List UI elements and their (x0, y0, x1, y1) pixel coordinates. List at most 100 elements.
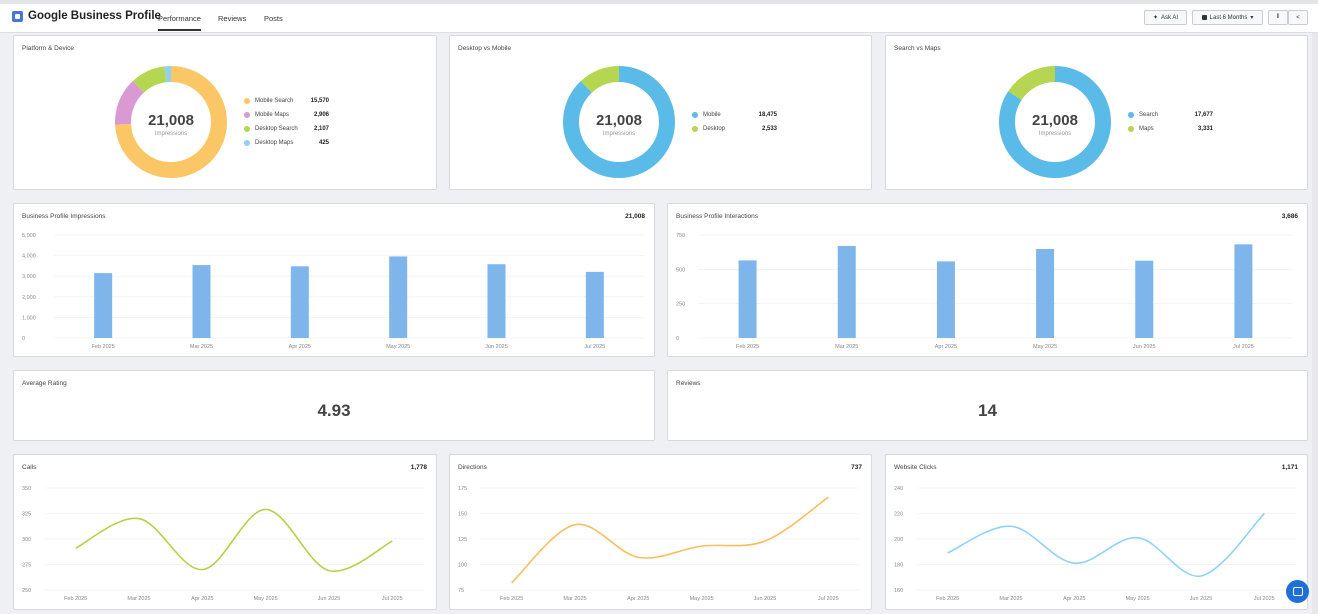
card-total: 1,171 (1281, 464, 1298, 471)
top-bar: Google Business Profile Performance Revi… (0, 0, 1318, 33)
legend-value: 425 (318, 140, 329, 146)
x-tick-label: May 2025 (1126, 596, 1150, 602)
series-line[interactable] (947, 512, 1265, 577)
series-line[interactable] (511, 496, 829, 584)
x-tick-label: Jul 2025 (382, 596, 403, 602)
legend-label: Desktop Maps (255, 140, 294, 146)
legend-item[interactable]: Mobile Maps 2,906 (244, 108, 329, 122)
legend-item[interactable]: Desktop 2,533 (692, 122, 777, 136)
donut-total: 21,008 (1032, 112, 1078, 129)
donut-total: 21,008 (596, 112, 642, 129)
card-title: Desktop vs Mobile (458, 45, 512, 52)
x-tick-label: Jun 2025 (318, 596, 341, 602)
donut-sublabel: Impressions (603, 131, 635, 137)
reviews-count-card: Reviews 14 (667, 370, 1308, 441)
donut-slice-mobile-maps[interactable] (115, 66, 227, 178)
legend-label: Desktop (703, 126, 726, 132)
bar[interactable] (487, 264, 506, 338)
tab-performance[interactable]: Performance (158, 14, 201, 31)
share-icon: < (1296, 14, 1300, 21)
bar[interactable] (192, 265, 211, 338)
date-range-select[interactable]: Last 6 Months ▾ (1192, 10, 1263, 25)
directions-chart-card: Directions 737 75 100 125 150 175 Feb 2025 Mar… (449, 454, 872, 610)
calls-chart-card: Calls 1,778 250 275 300 325 350 Feb 2025 Mar 2… (13, 454, 437, 610)
legend-item[interactable]: Mobile 18,475 (692, 108, 777, 122)
card-total: 737 (851, 464, 862, 471)
legend-label: Mobile Search (255, 98, 294, 104)
series-line[interactable] (75, 508, 393, 572)
bar[interactable] (1036, 249, 1055, 338)
y-tick-label: 0 (22, 336, 25, 342)
y-tick-label: 240 (894, 486, 903, 492)
card-title: Directions (458, 464, 487, 471)
caret-down-icon: ▾ (1250, 15, 1254, 21)
legend-item[interactable]: Maps 3,331 (1128, 122, 1213, 136)
y-tick-label: 100 (458, 563, 467, 569)
share-button[interactable]: < (1288, 10, 1308, 25)
y-tick-label: 180 (894, 563, 903, 569)
x-tick-label: May 2025 (1033, 344, 1057, 350)
legend-value: 2,107 (313, 126, 329, 132)
donut-chart: 21,008 Impressions (563, 66, 675, 178)
bar[interactable] (290, 266, 309, 338)
donut-slice-desktop[interactable] (563, 66, 675, 178)
y-tick-label: 75 (458, 588, 464, 594)
legend-value: 3,331 (1197, 126, 1213, 132)
bar[interactable] (585, 271, 604, 338)
x-tick-label: Jun 2025 (1133, 344, 1156, 350)
x-tick-label: May 2025 (254, 596, 278, 602)
bar[interactable] (837, 245, 856, 338)
x-tick-label: Mar 2025 (999, 596, 1022, 602)
legend-item[interactable]: Desktop Search 2,107 (244, 122, 329, 136)
tab-posts[interactable]: Posts (264, 14, 283, 23)
x-tick-label: Apr 2025 (1063, 596, 1085, 602)
legend-value: 17,677 (1194, 112, 1213, 118)
bar[interactable] (936, 261, 955, 338)
x-tick-label: Jul 2025 (1233, 344, 1254, 350)
y-tick-label: 150 (458, 512, 467, 518)
calendar-icon (1201, 15, 1207, 20)
y-tick-label: 200 (894, 537, 903, 543)
y-tick-label: 500 (676, 267, 685, 273)
bar[interactable] (1234, 244, 1253, 338)
chat-icon (1292, 587, 1303, 596)
donut-slice-desktop-maps[interactable] (115, 66, 227, 178)
card-title: Average Rating (22, 380, 67, 387)
ask-ai-button[interactable]: ✦ Ask AI (1144, 10, 1187, 25)
legend-item[interactable]: Search 17,677 (1128, 108, 1213, 122)
chat-support-button[interactable] (1286, 580, 1309, 603)
x-tick-label: Jul 2025 (818, 596, 839, 602)
donut-slice-maps[interactable] (999, 66, 1111, 178)
y-tick-label: 0 (676, 336, 679, 342)
line-chart: 75 100 125 150 175 Feb 2025 Mar 2025 Apr 2025 Ma… (458, 486, 860, 602)
x-tick-label: Apr 2025 (627, 596, 649, 602)
search-vs-maps-card: Search vs Maps 21,008 Impressions Search 17… (885, 35, 1308, 190)
bar[interactable] (1135, 260, 1154, 338)
legend-item[interactable]: Mobile Search 15,570 (244, 94, 329, 108)
bar[interactable] (94, 273, 113, 338)
y-tick-label: 220 (894, 512, 903, 518)
bar[interactable] (389, 256, 408, 338)
date-range-label: Last 6 Months (1209, 14, 1248, 21)
card-title: Business Profile Interactions (676, 213, 759, 220)
y-tick-label: 300 (22, 537, 31, 543)
columns-button[interactable]: ⦀ (1268, 10, 1288, 25)
bar[interactable] (738, 260, 757, 338)
x-tick-label: Feb 2025 (936, 596, 959, 602)
page-scrollbar[interactable] (1312, 33, 1318, 614)
card-total: 3,686 (1281, 213, 1298, 220)
y-tick-label: 250 (676, 302, 685, 308)
legend-value: 15,570 (310, 98, 329, 104)
tab-reviews[interactable]: Reviews (218, 14, 247, 23)
card-title: Calls (22, 464, 37, 471)
donut-legend: Mobile 18,475 Desktop 2,533 (692, 108, 777, 136)
legend-label: Desktop Search (255, 126, 298, 132)
y-tick-label: 750 (676, 233, 685, 239)
x-tick-label: Mar 2025 (563, 596, 586, 602)
legend-item[interactable]: Desktop Maps 425 (244, 136, 329, 150)
reviews-count-value: 14 (978, 401, 997, 420)
y-tick-label: 175 (458, 486, 467, 492)
legend-swatch (1128, 126, 1134, 132)
x-tick-label: Mar 2025 (190, 344, 213, 350)
y-tick-label: 2,000 (22, 295, 36, 301)
